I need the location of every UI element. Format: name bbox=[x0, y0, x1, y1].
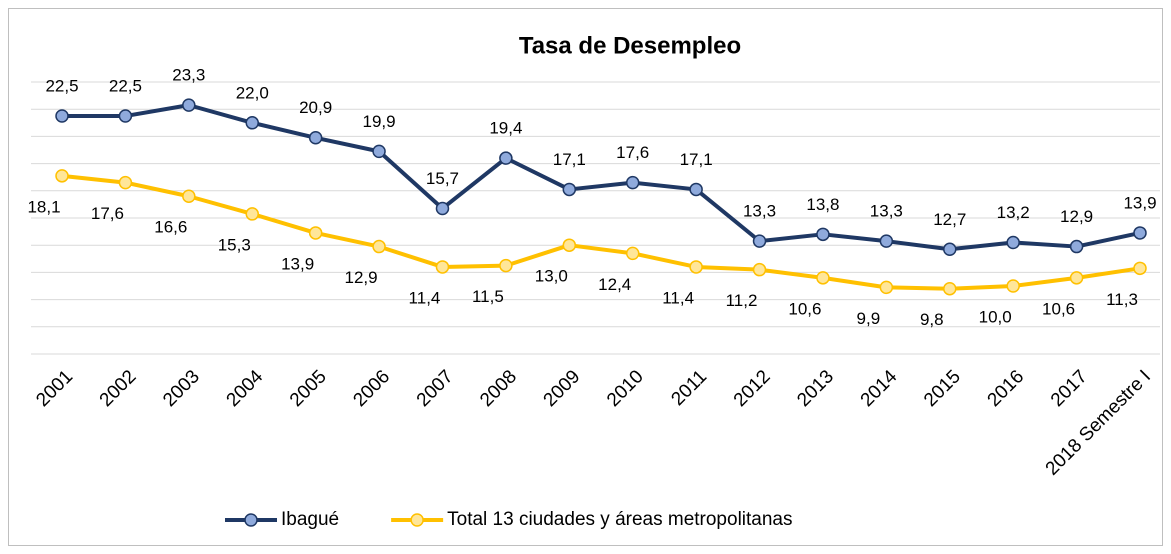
data-label: 13,0 bbox=[535, 267, 568, 286]
marker bbox=[499, 258, 513, 273]
data-label: 10,0 bbox=[979, 307, 1012, 326]
data-label: 10,6 bbox=[1042, 299, 1075, 318]
marker bbox=[562, 182, 577, 197]
data-label: 16,6 bbox=[154, 218, 187, 237]
marker bbox=[182, 98, 196, 112]
marker bbox=[816, 227, 830, 242]
data-label: 22,0 bbox=[236, 83, 269, 102]
marker bbox=[308, 131, 323, 145]
marker bbox=[943, 242, 957, 257]
data-label: 11,5 bbox=[472, 287, 504, 306]
marker bbox=[879, 234, 894, 248]
marker bbox=[55, 109, 69, 123]
marker bbox=[372, 239, 386, 254]
marker bbox=[499, 151, 513, 165]
legend-marker bbox=[410, 513, 424, 527]
data-label: 9,9 bbox=[857, 309, 881, 328]
marker bbox=[752, 262, 767, 277]
marker bbox=[372, 144, 386, 159]
data-label: 10,6 bbox=[788, 299, 821, 318]
marker bbox=[1006, 279, 1020, 293]
marker bbox=[182, 189, 196, 203]
data-label: 12,4 bbox=[598, 275, 631, 294]
data-label: 12,7 bbox=[933, 210, 966, 229]
data-label: 18,1 bbox=[27, 197, 60, 216]
data-label: 11,2 bbox=[726, 291, 758, 310]
marker bbox=[879, 280, 894, 295]
data-label: 22,5 bbox=[45, 76, 78, 95]
data-label: 13,3 bbox=[743, 202, 776, 221]
data-label: 17,1 bbox=[680, 150, 713, 169]
data-label: 9,8 bbox=[920, 310, 944, 329]
marker bbox=[1069, 271, 1084, 285]
legend-label: Total 13 ciudades y áreas metropolitanas bbox=[447, 509, 792, 530]
series-line bbox=[61, 173, 1141, 291]
marker bbox=[752, 234, 767, 248]
marker bbox=[689, 260, 703, 274]
data-label: 11,4 bbox=[409, 288, 441, 307]
chart-border bbox=[8, 8, 1163, 546]
data-label: 19,4 bbox=[489, 119, 522, 138]
marker bbox=[1069, 239, 1084, 254]
data-label: 17,6 bbox=[616, 143, 649, 162]
marker bbox=[55, 169, 69, 183]
marker bbox=[689, 182, 703, 197]
data-label: 13,8 bbox=[806, 195, 839, 214]
marker bbox=[118, 109, 133, 123]
legend-label: Ibagué bbox=[281, 509, 339, 530]
data-label: 13,3 bbox=[870, 202, 903, 221]
marker bbox=[562, 238, 577, 252]
data-label: 17,6 bbox=[91, 204, 124, 223]
series-line bbox=[62, 103, 1141, 252]
data-label: 13,9 bbox=[1123, 193, 1156, 212]
data-label: 12,9 bbox=[1060, 207, 1093, 226]
legend-marker bbox=[244, 513, 258, 527]
data-label: 13,9 bbox=[281, 254, 314, 273]
data-label: 22,5 bbox=[109, 76, 142, 95]
data-label: 15,7 bbox=[426, 169, 459, 188]
data-label: 13,2 bbox=[997, 203, 1030, 222]
data-label: 20,9 bbox=[299, 98, 332, 117]
marker bbox=[625, 246, 640, 261]
marker bbox=[435, 201, 450, 216]
marker bbox=[625, 175, 640, 190]
marker bbox=[245, 207, 259, 221]
marker bbox=[308, 226, 323, 240]
marker bbox=[1006, 235, 1020, 250]
data-label: 19,9 bbox=[363, 112, 396, 131]
data-label: 12,9 bbox=[345, 268, 378, 287]
chart-title: Tasa de Desempleo bbox=[519, 32, 741, 59]
marker bbox=[1133, 261, 1147, 276]
marker bbox=[435, 260, 450, 274]
data-label: 11,4 bbox=[662, 288, 694, 307]
marker bbox=[816, 271, 830, 285]
data-label: 15,3 bbox=[218, 235, 251, 254]
marker bbox=[245, 116, 259, 130]
data-label: 17,1 bbox=[553, 150, 586, 169]
marker bbox=[943, 281, 957, 296]
marker bbox=[118, 175, 133, 190]
marker bbox=[1133, 226, 1147, 240]
data-label: 11,3 bbox=[1106, 290, 1138, 309]
data-label: 23,3 bbox=[172, 66, 205, 85]
